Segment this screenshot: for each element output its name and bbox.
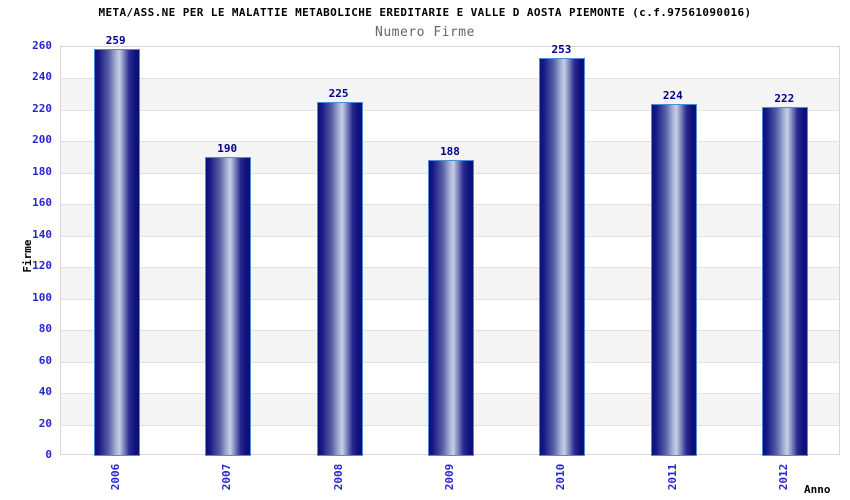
bar-2012 xyxy=(762,106,809,456)
y-tick-label: 220 xyxy=(32,101,52,115)
y-tick-label: 180 xyxy=(32,164,52,178)
y-tick-label: 240 xyxy=(32,70,52,84)
gridline xyxy=(61,141,839,143)
x-tick-label-2006: 2006 xyxy=(108,463,122,491)
bar-2008 xyxy=(316,102,363,456)
y-tick-label: 100 xyxy=(32,290,52,304)
plot-area xyxy=(60,46,840,456)
bar-2006 xyxy=(93,48,140,456)
x-tick-label-2011: 2011 xyxy=(665,463,679,491)
y-tick-label: 140 xyxy=(32,227,52,241)
bar-value-2010: 253 xyxy=(551,43,572,56)
chart-subtitle: Numero Firme xyxy=(375,25,475,40)
bar-2010 xyxy=(539,58,586,456)
bar-value-2012: 222 xyxy=(774,91,795,105)
y-tick-label: 0 xyxy=(45,448,52,461)
y-tick-label: 120 xyxy=(32,259,52,273)
bar-value-2007: 190 xyxy=(217,142,238,156)
y-tick-label: 60 xyxy=(38,353,52,367)
bar-2007 xyxy=(205,157,252,456)
y-tick-label: 260 xyxy=(32,39,52,52)
plot-band xyxy=(61,78,839,110)
y-tick-label: 80 xyxy=(38,322,52,336)
x-tick-label-2010: 2010 xyxy=(554,463,568,491)
chart-title: META/ASS.NE PER LE MALATTIE METABOLICHE … xyxy=(98,6,752,19)
bar-value-2008: 225 xyxy=(328,87,349,101)
gridline xyxy=(61,109,839,111)
gridline xyxy=(61,78,839,80)
bar-value-2011: 224 xyxy=(662,88,683,102)
x-axis-title: Anno xyxy=(804,483,831,496)
y-tick-label: 200 xyxy=(32,133,52,147)
x-tick-label-2007: 2007 xyxy=(220,463,234,491)
x-tick-label-2008: 2008 xyxy=(331,463,345,491)
x-tick-label-2012: 2012 xyxy=(777,463,791,491)
x-tick-label-2009: 2009 xyxy=(443,463,456,491)
y-tick-label: 20 xyxy=(38,416,52,430)
bar-value-2009: 188 xyxy=(440,145,460,159)
y-tick-label: 160 xyxy=(32,196,52,210)
y-tick-label: 40 xyxy=(38,385,52,399)
bar-value-2006: 259 xyxy=(105,33,126,47)
bar-2011 xyxy=(650,103,697,456)
bar-2009 xyxy=(428,160,474,456)
